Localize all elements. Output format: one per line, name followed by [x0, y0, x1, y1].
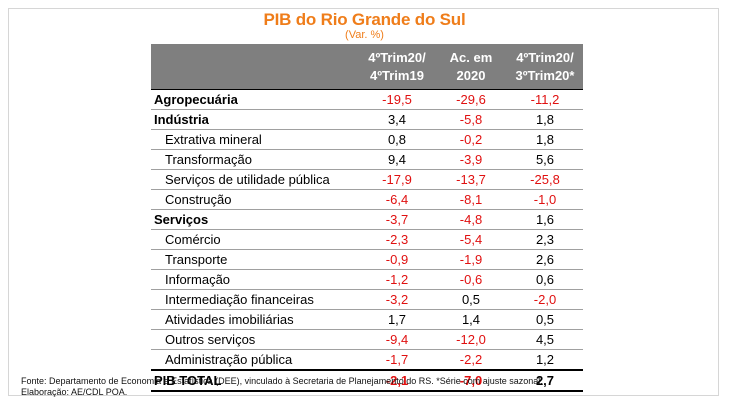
gdp-table: 4ºTrim20/ 4ºTrim19 Ac. em 2020 4ºTrim20/… [151, 44, 583, 392]
table-row: Extrativa mineral 0,8 -0,2 1,8 [151, 129, 583, 150]
table-header-row: 4ºTrim20/ 4ºTrim19 Ac. em 2020 4ºTrim20/… [151, 44, 583, 90]
row-label: Transporte [151, 249, 359, 270]
value-cell: -2,3 [359, 229, 435, 250]
footnote-source: Fonte: Departamento de Economia e Estatí… [21, 376, 543, 386]
value-cell: 5,6 [507, 149, 583, 170]
header-line: 4ºTrim20/ [516, 49, 574, 65]
value-cell: 1,2 [507, 349, 583, 371]
value-cell: -3,9 [435, 149, 507, 170]
table-row: Serviços -3,7 -4,8 1,6 [151, 209, 583, 230]
table-row: Administração pública -1,7 -2,2 1,2 [151, 349, 583, 371]
value-cell: 0,5 [435, 289, 507, 310]
value-cell: 0,5 [507, 309, 583, 330]
table-row: Comércio -2,3 -5,4 2,3 [151, 229, 583, 250]
row-label: Transformação [151, 149, 359, 170]
header-line: 4ºTrim20/ [368, 49, 426, 65]
row-label: Atividades imobiliárias [151, 309, 359, 330]
row-label: Agropecuária [151, 89, 359, 110]
value-cell: -11,2 [507, 89, 583, 110]
row-label: Serviços [151, 209, 359, 230]
row-label: Serviços de utilidade pública [151, 169, 359, 190]
table-row: Serviços de utilidade pública -17,9 -13,7-… [151, 169, 583, 190]
value-cell: 0,8 [359, 129, 435, 150]
total-label: PIB TOTAL [151, 369, 359, 392]
value-cell: -4,8 [435, 209, 507, 230]
table-body: Agropecuária -19,5 -29,6 -11,2 Indústria 3,4-… [151, 89, 583, 392]
value-cell: 1,7 [359, 309, 435, 330]
row-label: Extrativa mineral [151, 129, 359, 150]
value-cell: -1,2 [359, 269, 435, 290]
value-cell: -8,1 [435, 189, 507, 210]
value-cell: -2,0 [507, 289, 583, 310]
value-cell: 1,4 [435, 309, 507, 330]
value-cell: 9,4 [359, 149, 435, 170]
value-cell: -19,5 [359, 89, 435, 110]
value-cell: -6,4 [359, 189, 435, 210]
table-row: Transporte -0,9 -1,9 2,6 [151, 249, 583, 270]
row-label: Administração pública [151, 349, 359, 371]
table-row: Outros serviços -9,4 -12,0 4,5 [151, 329, 583, 350]
row-label: Construção [151, 189, 359, 210]
value-cell: 1,8 [507, 109, 583, 130]
footnote: Fonte: Departamento de Economia e Estatí… [21, 376, 711, 398]
table-row: Agropecuária -19,5 -29,6 -11,2 [151, 89, 583, 110]
header-line: 4ºTrim19 [370, 67, 424, 83]
value-cell: -9,4 [359, 329, 435, 350]
value-cell: 4,5 [507, 329, 583, 350]
value-cell: -25,8 [507, 169, 583, 190]
total-value: -2,1 [359, 369, 435, 392]
total-row: PIB TOTAL -2,1 -7,0 2,7 [151, 369, 583, 392]
value-cell: -3,7 [359, 209, 435, 230]
header-q4-vs-q4: 4ºTrim20/ 4ºTrim19 [359, 44, 435, 90]
footnote-credit: Elaboração: AE/CDL POA. [21, 387, 128, 397]
value-cell: -1,9 [435, 249, 507, 270]
value-cell: 1,6 [507, 209, 583, 230]
value-cell: -29,6 [435, 89, 507, 110]
value-cell: 2,6 [507, 249, 583, 270]
row-label: Outros serviços [151, 329, 359, 350]
total-value: 2,7 [507, 369, 583, 392]
value-cell: -5,4 [435, 229, 507, 250]
table-row: Indústria 3,4 -5,8 1,8 [151, 109, 583, 130]
header-q4-vs-q3: 4ºTrim20/ 3ºTrim20* [507, 44, 583, 90]
row-label: Informação [151, 269, 359, 290]
value-cell: -0,6 [435, 269, 507, 290]
value-cell: -12,0 [435, 329, 507, 350]
header-line: Ac. em [449, 49, 493, 65]
figure-subtitle: (Var. %) [345, 29, 384, 41]
table-row: Construção -6,4 -8,1 -1,0 [151, 189, 583, 210]
value-cell: 2,3 [507, 229, 583, 250]
value-cell: -1,7 [359, 349, 435, 371]
header-accumulated: Ac. em 2020 [435, 44, 507, 90]
table-row: Transformação 9,4 -3,9 5,6 [151, 149, 583, 170]
figure-frame [8, 8, 719, 396]
total-value: -7,0 [435, 369, 507, 392]
value-cell: -13,7 [435, 169, 507, 190]
table-row: Intermediação financeiras -3,2 0,5 -2,0 [151, 289, 583, 310]
figure-title: PIB do Rio Grande do Sul [263, 10, 466, 29]
value-cell: -0,2 [435, 129, 507, 150]
header-label-column [151, 44, 359, 90]
value-cell: 1,8 [507, 129, 583, 150]
value-cell: -1,0 [507, 189, 583, 210]
header-line: 2020 [456, 67, 486, 83]
value-cell: -17,9 [359, 169, 435, 190]
value-cell: -5,8 [435, 109, 507, 130]
row-label: Indústria [151, 109, 359, 130]
table-row: Atividades imobiliárias 1,7 1,4 0,5 [151, 309, 583, 330]
value-cell: -3,2 [359, 289, 435, 310]
value-cell: 0,6 [507, 269, 583, 290]
value-cell: -0,9 [359, 249, 435, 270]
value-cell: -2,2 [435, 349, 507, 371]
value-cell: 3,4 [359, 109, 435, 130]
row-label: Comércio [151, 229, 359, 250]
table-row: Informação -1,2 -0,6 0,6 [151, 269, 583, 290]
row-label: Intermediação financeiras [151, 289, 359, 310]
header-line: 3ºTrim20* [515, 67, 575, 83]
